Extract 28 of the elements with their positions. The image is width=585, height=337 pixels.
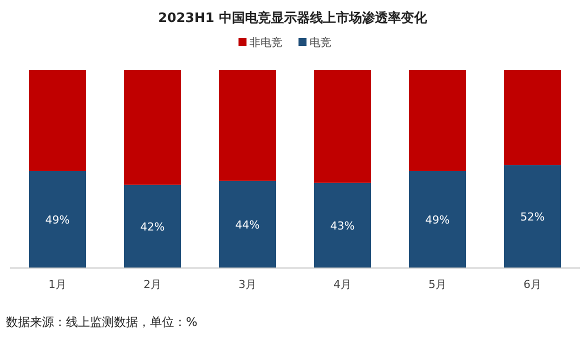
source-note: 数据来源：线上监测数据，单位：% xyxy=(6,315,198,329)
x-tick-label: 4月 xyxy=(334,278,352,291)
x-tick-label: 1月 xyxy=(48,278,66,291)
bar xyxy=(219,70,276,181)
data-label: 49% xyxy=(425,213,450,226)
data-label: 49% xyxy=(45,213,70,226)
x-tick-label: 3月 xyxy=(238,278,256,291)
bar xyxy=(409,170,466,268)
data-label: 44% xyxy=(235,218,260,232)
bar xyxy=(504,70,561,166)
data-label: 42% xyxy=(140,220,165,234)
x-tick-label: 6月 xyxy=(524,278,542,291)
data-label: 52% xyxy=(520,210,545,224)
bar xyxy=(124,184,181,268)
bar xyxy=(314,182,371,268)
bar xyxy=(409,70,466,171)
x-tick-label: 5月 xyxy=(428,278,446,291)
bar xyxy=(504,165,561,268)
bar xyxy=(124,70,181,185)
bar xyxy=(29,70,86,171)
legend-label: 电竞 xyxy=(310,36,332,49)
x-tick-label: 2月 xyxy=(144,278,162,291)
chart-title: 2023H1 中国电竞显示器线上市场渗透率变化 xyxy=(158,10,428,26)
bar xyxy=(314,70,371,183)
bar xyxy=(29,170,86,268)
bar xyxy=(219,180,276,268)
data-label: 43% xyxy=(330,219,355,232)
legend-label: 非电竞 xyxy=(250,36,282,49)
